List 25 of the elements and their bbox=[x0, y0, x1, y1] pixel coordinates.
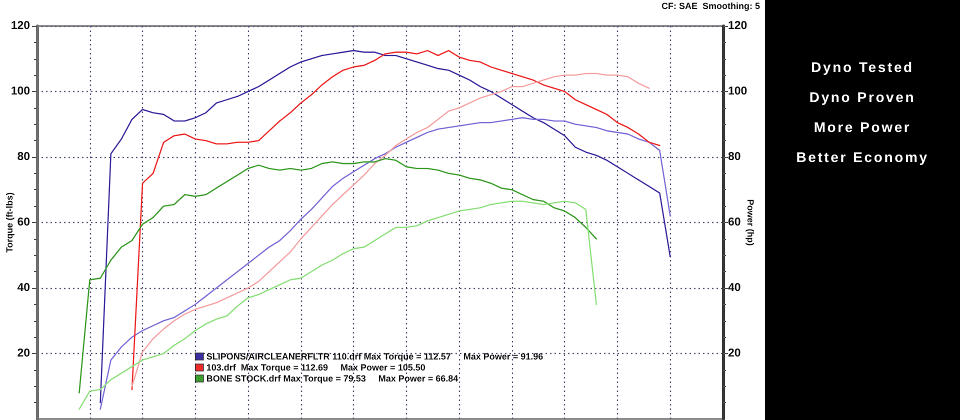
y-tick-label: 120 bbox=[10, 20, 30, 32]
y-tick-label: 100 bbox=[10, 86, 30, 98]
text: Better Economy bbox=[796, 149, 929, 165]
y2-tick-label: 40 bbox=[728, 282, 741, 294]
y-tick-label: 20 bbox=[17, 348, 30, 360]
y2-axis-title: Power (hp) bbox=[746, 199, 756, 246]
line-series bbox=[78, 158, 598, 394]
legend-label: 103.drf Max Torque = 112.69 Max Power = 105.50 bbox=[206, 362, 426, 372]
legend-label: BONE STOCK.drf Max Torque = 79.53 Max Power = 66.84 bbox=[206, 374, 458, 384]
y2-tick-label: 20 bbox=[728, 348, 741, 360]
line-series bbox=[78, 200, 598, 410]
y2-tick-label: 80 bbox=[728, 151, 741, 163]
text: More Power bbox=[814, 119, 912, 135]
y-tick-label: 40 bbox=[17, 282, 30, 294]
y-axis-title: Torque (ft-lbs) bbox=[4, 192, 14, 253]
y2-tick-label: 120 bbox=[728, 20, 748, 32]
text: Dyno Proven bbox=[809, 89, 916, 105]
y2-tick-label: 60 bbox=[728, 216, 741, 228]
legend-label: SLIPONS/AIRCLEANERFLTR 110.drf Max Torque = 112.57 Max Power = 91.96 bbox=[206, 352, 544, 362]
y-tick-label: 80 bbox=[17, 151, 30, 163]
y2-tick-label: 100 bbox=[728, 86, 748, 98]
text: Dyno Tested bbox=[811, 59, 914, 75]
line-series bbox=[100, 117, 671, 410]
y-tick-label: 60 bbox=[17, 216, 30, 228]
text: CF: SAE Smoothing: 5 bbox=[662, 1, 760, 11]
